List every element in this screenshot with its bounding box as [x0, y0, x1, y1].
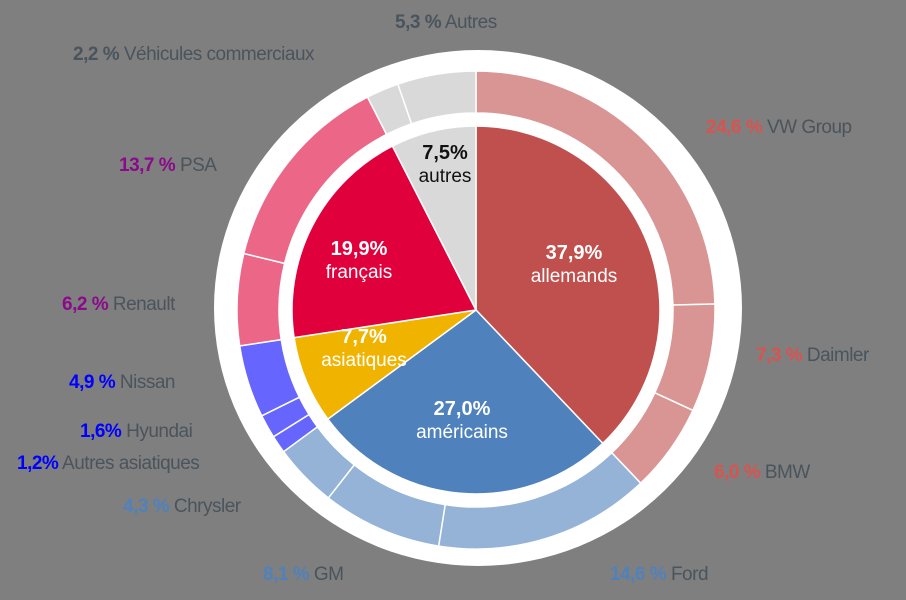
- outer-label-vw-group: 24,6 % VW Group: [706, 117, 852, 139]
- slice-am-ricains: [326, 309, 604, 495]
- outer-label-autres-asiatiques: 1,2% Autres asiatiques: [17, 453, 200, 475]
- outer-label-gm: 8,1 % GM: [263, 564, 344, 586]
- outer-label-name: PSA: [179, 155, 217, 176]
- outer-label-name: VW Group: [766, 117, 852, 138]
- outer-label-chrysler: 4,3 % Chrysler: [123, 496, 241, 518]
- outer-label-ford: 14,6 % Ford: [610, 564, 709, 586]
- inner-label-name: allemands: [530, 266, 618, 287]
- outer-label-name: GM: [313, 564, 344, 585]
- outer-label-name: BMW: [764, 462, 810, 483]
- outer-label-pct: 6,0 %: [714, 462, 761, 483]
- outer-label-name: Hyundai: [126, 421, 193, 442]
- outer-label-daimler: 7,3 % Daimler: [756, 345, 869, 367]
- outer-label-name: Ford: [670, 564, 709, 585]
- outer-label-name: Véhicules commerciaux: [123, 44, 315, 65]
- outer-label-autres: 5,3 % Autres: [395, 12, 497, 34]
- outer-label-pct: 8,1 %: [263, 564, 310, 585]
- outer-label-pct: 2,2 %: [73, 44, 120, 65]
- outer-label-pct: 14,6 %: [610, 564, 667, 585]
- inner-pie: [291, 125, 661, 495]
- outer-label-pct: 4,9 %: [69, 372, 116, 393]
- inner-label-allemands: 37,9% allemands: [531, 242, 618, 288]
- outer-label-pct: 13,7 %: [119, 155, 176, 176]
- inner-label-name: français: [325, 262, 393, 283]
- inner-label-name: autres: [418, 166, 472, 187]
- outer-label-pct: 6,2 %: [62, 294, 109, 315]
- inner-label-pct: 37,9%: [545, 242, 603, 264]
- inner-label-name: asiatiques: [321, 350, 407, 371]
- inner-label-autres: 7,5% autres: [419, 142, 472, 188]
- outer-label-name: Chrysler: [173, 496, 241, 517]
- outer-label-name: Daimler: [806, 345, 869, 366]
- inner-label-francais: 19,9% français: [326, 238, 393, 284]
- slice-allemands: [475, 125, 661, 445]
- inner-label-pct: 27,0%: [433, 398, 491, 420]
- slice-fran-ais: [291, 145, 478, 339]
- outer-label-renault: 6,2 % Renault: [62, 294, 175, 316]
- inner-label-americains: 27,0% américains: [416, 398, 508, 444]
- outer-label-name: Nissan: [119, 372, 176, 393]
- outer-label-pct: 4,3 %: [123, 496, 170, 517]
- outer-label-pct: 24,6 %: [706, 117, 763, 138]
- inner-label-pct: 7,7%: [341, 326, 387, 348]
- outer-label-nissan: 4,9 % Nissan: [69, 372, 175, 394]
- outer-label-hyundai: 1,6% Hyundai: [80, 421, 193, 443]
- outer-label-name: Autres: [444, 12, 497, 33]
- inner-label-asiatiques: 7,7% asiatiques: [321, 326, 407, 372]
- outer-label-pct: 1,2%: [17, 453, 59, 474]
- outer-label-psa: 13,7 % PSA: [119, 155, 217, 177]
- outer-ring: [236, 70, 716, 550]
- slice-autres: [396, 70, 477, 125]
- slice-autres: [391, 125, 477, 311]
- outer-label-vehicules-commerciaux: 2,2 % Véhicules commerciaux: [73, 44, 315, 66]
- outer-label-bmw: 6,0 % BMW: [714, 462, 810, 484]
- outer-label-pct: 7,3 %: [756, 345, 803, 366]
- inner-label-pct: 7,5%: [422, 142, 468, 164]
- outer-label-pct: 5,3 %: [395, 12, 442, 33]
- slice-renault: [236, 252, 286, 347]
- inner-label-pct: 19,9%: [330, 238, 388, 260]
- outer-label-name: Renault: [112, 294, 176, 315]
- inner-label-name: américains: [416, 422, 508, 443]
- outer-label-name: Autres asiatiques: [62, 453, 200, 474]
- outer-label-pct: 1,6%: [80, 421, 122, 442]
